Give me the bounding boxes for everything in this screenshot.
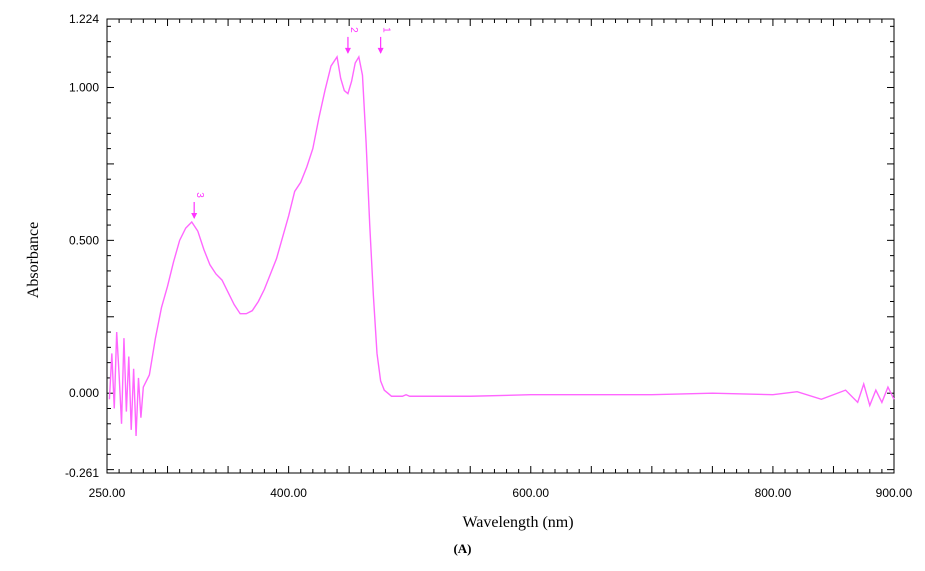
peak-label: 3 bbox=[194, 192, 205, 198]
peak-marker-arrow bbox=[377, 47, 384, 54]
plot-area-frame bbox=[106, 18, 895, 474]
y-axis-ticks bbox=[107, 25, 894, 471]
peak-marker-arrow bbox=[191, 213, 198, 220]
peak-label: 2 bbox=[348, 27, 359, 33]
x-tick-label: 900.00 bbox=[876, 486, 913, 500]
y-axis-tick-labels: 1.224 1.000 0.500 0.000 -0.261 bbox=[65, 12, 99, 480]
figure-caption: (A) bbox=[453, 541, 472, 556]
x-tick-label: 400.00 bbox=[270, 486, 307, 500]
peak-label: 1 bbox=[381, 27, 392, 33]
x-axis-tick-labels: 250.00 400.00 600.00 800.00 900.00 bbox=[89, 486, 913, 500]
x-axis-title: Wavelength (nm) bbox=[462, 514, 573, 531]
y-tick-label: 1.000 bbox=[69, 80, 99, 94]
x-tick-label: 600.00 bbox=[512, 486, 549, 500]
x-axis-ticks bbox=[106, 19, 895, 473]
peak-marker: 3 bbox=[191, 192, 205, 220]
peak-marker-arrow bbox=[344, 47, 351, 54]
y-axis-title: Absorbance bbox=[25, 222, 42, 298]
y-tick-label: 1.224 bbox=[69, 12, 99, 26]
y-tick-label: 0.500 bbox=[69, 233, 99, 247]
peak-marker: 1 bbox=[377, 27, 392, 54]
x-tick-label: 800.00 bbox=[755, 486, 792, 500]
peak-marker: 2 bbox=[344, 27, 359, 54]
y-tick-label: 0.000 bbox=[69, 386, 99, 400]
peak-markers: 1 2 3 bbox=[191, 27, 392, 220]
x-tick-label: 250.00 bbox=[89, 486, 126, 500]
y-tick-label: -0.261 bbox=[65, 466, 99, 480]
series-line-absorbance bbox=[108, 54, 895, 437]
